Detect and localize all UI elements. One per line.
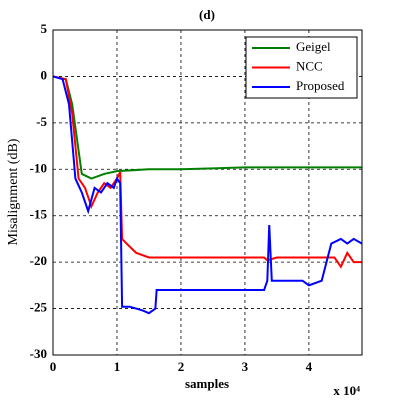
x-axis-label: samples: [185, 376, 229, 391]
x-tick-label: 2: [178, 359, 185, 374]
y-tick-label: -30: [30, 346, 47, 361]
y-tick-label: -10: [30, 160, 47, 175]
line: [52, 75, 362, 269]
legend-label: Geigel: [296, 39, 331, 54]
legend-label: Proposed: [296, 78, 345, 93]
x-tick-label: 3: [242, 359, 249, 374]
chart-title: (d): [199, 7, 215, 22]
x-multiplier: x 10⁴: [333, 383, 360, 398]
y-tick-label: -15: [30, 207, 48, 222]
y-tick-label: -5: [36, 114, 47, 129]
x-tick-label: 1: [114, 359, 121, 374]
y-axis-label: Misalignment (dB): [6, 138, 21, 245]
line: [52, 75, 362, 180]
x-tick-label: 4: [306, 359, 313, 374]
y-tick-label: 0: [41, 67, 48, 82]
line: [52, 75, 363, 315]
x-tick-label: 0: [50, 359, 57, 374]
y-tick-label: 5: [41, 21, 48, 36]
y-tick-label: -20: [30, 253, 47, 268]
legend-label: NCC: [296, 58, 323, 73]
plot-frame: [52, 29, 363, 356]
y-tick-label: -25: [30, 300, 48, 315]
